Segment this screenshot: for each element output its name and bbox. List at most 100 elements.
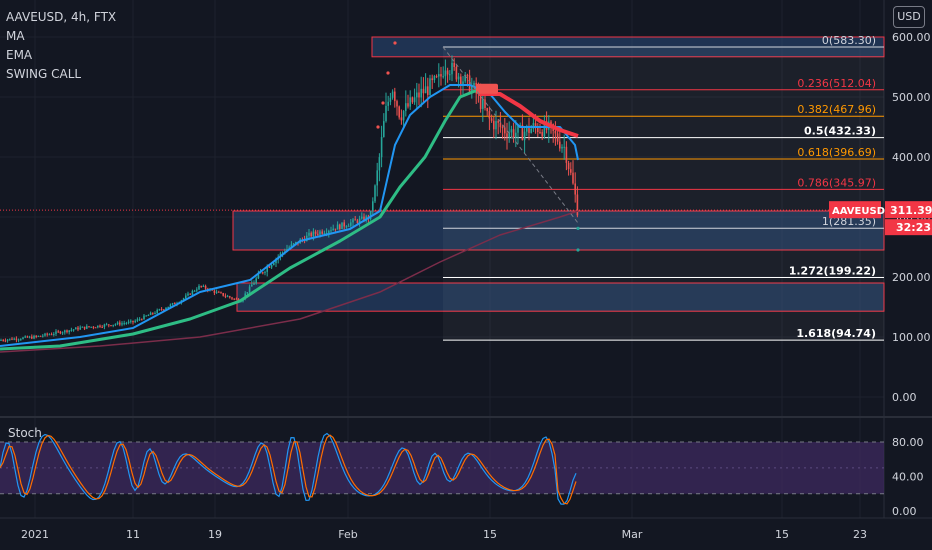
candle-body	[119, 322, 121, 325]
candle-body	[497, 121, 499, 123]
candle-body	[55, 331, 57, 334]
candle-body	[215, 291, 218, 293]
candle-body	[248, 286, 251, 293]
candle-body	[455, 66, 458, 80]
candle-body	[218, 291, 220, 293]
indicator-swing-call[interactable]: SWING CALL	[6, 67, 82, 81]
time-axis-tick: 15	[775, 528, 789, 541]
candle-body	[222, 292, 224, 296]
candle-body	[275, 259, 277, 264]
candle-body	[435, 76, 438, 78]
candle-body	[325, 232, 328, 234]
candle-body	[409, 97, 411, 107]
candle-body	[229, 296, 231, 298]
ema-blue-line[interactable]	[0, 84, 579, 347]
bar-countdown: 32:23	[896, 221, 931, 234]
candle-body	[116, 322, 119, 325]
candle-body	[372, 201, 374, 211]
indicator-ema[interactable]: EMA	[6, 48, 33, 62]
candle-body	[572, 172, 574, 184]
candle-body	[539, 132, 541, 134]
candle-body	[15, 338, 18, 340]
candle-body	[99, 325, 101, 327]
fib-trend-line[interactable]	[442, 46, 579, 224]
candles[interactable]	[0, 55, 579, 343]
ma-green-line[interactable]	[0, 89, 490, 351]
candle-body	[341, 222, 343, 229]
candle-body	[123, 323, 125, 325]
candle-body	[112, 324, 114, 326]
candle-body	[158, 309, 161, 311]
candle-body	[376, 170, 378, 186]
candle-body	[292, 243, 295, 245]
symbol-name: AAVEUSD	[832, 206, 885, 217]
candle-body	[156, 309, 158, 313]
candle-body	[493, 120, 495, 130]
candle-body	[152, 312, 154, 314]
price-axis-tick: 200.00	[892, 271, 931, 284]
fib-level-label: 0(583.30)	[822, 34, 876, 47]
candle-body	[255, 278, 257, 284]
indicator-ma[interactable]: MA	[6, 29, 25, 43]
time-axis-tick: 19	[208, 528, 222, 541]
ma-200-line[interactable]	[0, 210, 579, 353]
candle-body	[37, 335, 40, 337]
candle-body	[398, 106, 400, 118]
candle-body	[59, 331, 62, 334]
candle-body	[191, 291, 194, 295]
fib-level-label: 0.5(432.33)	[804, 125, 876, 138]
candle-body	[420, 88, 422, 98]
candle-body	[44, 333, 46, 336]
stoch-d-line[interactable]	[0, 434, 577, 505]
candle-body	[550, 121, 552, 125]
time-axis-tick: Feb	[338, 528, 357, 541]
candle-body	[504, 127, 506, 134]
candle-body	[2, 339, 4, 341]
candle-body	[391, 91, 394, 98]
symbol-title[interactable]: AAVEUSD, 4h, FTX	[6, 10, 117, 24]
candle-body	[290, 244, 293, 248]
candle-body	[130, 320, 132, 322]
candle-body	[418, 92, 420, 98]
candle-body	[50, 334, 53, 336]
candle-body	[317, 233, 319, 235]
candle-body	[6, 339, 9, 341]
candle-body	[22, 337, 24, 340]
candle-body	[466, 74, 469, 76]
candle-body	[154, 312, 156, 314]
candle-body	[576, 194, 579, 216]
candle-body	[541, 132, 543, 137]
candle-body	[387, 101, 389, 106]
candle-body	[167, 306, 169, 309]
candle-body	[416, 92, 418, 98]
candle-body	[204, 285, 207, 289]
candle-body	[389, 97, 392, 102]
candle-body	[446, 70, 449, 75]
candle-body	[182, 298, 185, 301]
candle-body	[308, 232, 310, 236]
stoch-panel-label[interactable]: Stoch	[8, 426, 42, 440]
candle-body	[143, 315, 145, 320]
candle-body	[97, 325, 99, 328]
currency-button[interactable]: USD	[893, 6, 925, 28]
ma-red-line[interactable]	[478, 92, 579, 138]
candle-body	[26, 336, 29, 338]
swing-call-marker	[386, 71, 390, 75]
candle-body	[110, 325, 112, 327]
candle-body	[328, 230, 330, 233]
candle-body	[429, 78, 431, 95]
candle-body	[510, 129, 513, 133]
candle-body	[193, 290, 196, 292]
candle-body	[515, 132, 517, 138]
candle-body	[136, 319, 139, 321]
candle-body	[121, 323, 123, 325]
candle-body	[488, 111, 491, 119]
candle-body	[563, 146, 565, 148]
candle-body	[169, 304, 172, 307]
candle-body	[108, 324, 110, 326]
swing-call-marker	[376, 125, 380, 129]
candle-body	[17, 339, 20, 341]
demand-zone-lower[interactable]	[236, 282, 885, 312]
fib-level-label: 1.272(199.22)	[789, 264, 876, 277]
